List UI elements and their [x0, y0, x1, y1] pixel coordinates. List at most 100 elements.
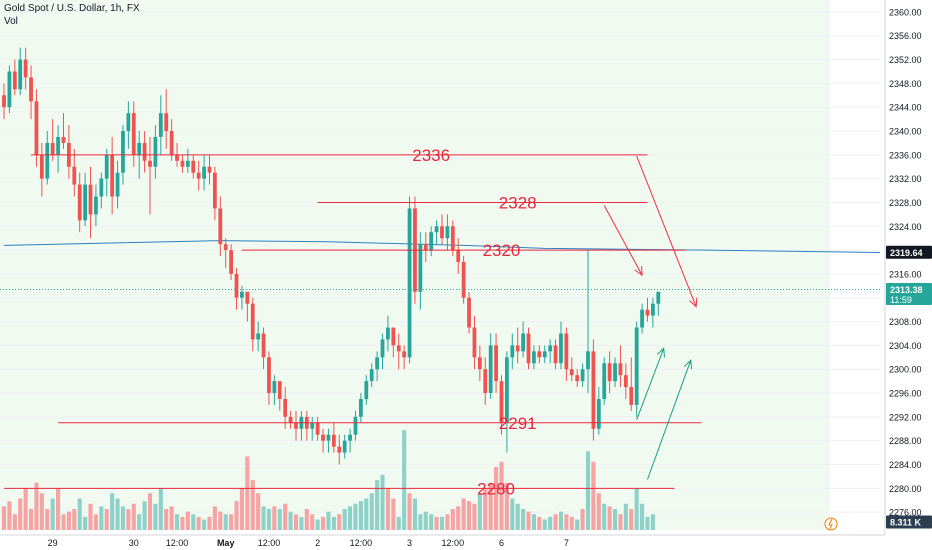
candle [18, 47, 23, 96]
volume-bar [169, 506, 174, 530]
volume-bar [472, 503, 477, 530]
volume-bar [418, 514, 423, 530]
candle [353, 410, 358, 441]
candle [337, 434, 342, 465]
candle-body [634, 327, 639, 405]
volume-bar [569, 516, 574, 530]
candle [115, 160, 120, 209]
ma-price-tag-text: 2319.64 [890, 248, 923, 258]
candle [72, 148, 77, 197]
candle-body [83, 184, 88, 221]
volume-bar [245, 456, 250, 530]
candle [553, 339, 558, 370]
volume-bar [466, 501, 472, 530]
volume-bar [488, 482, 493, 530]
last-price-tag-countdown: 11:59 [890, 295, 912, 305]
level-label-2320: 2320 [483, 241, 521, 260]
price-tick-label: 2276.00 [889, 508, 922, 518]
candle-body [88, 184, 93, 215]
candle-body [391, 327, 396, 346]
volume-bar [137, 514, 142, 530]
candle-body [569, 369, 574, 376]
candle [272, 375, 277, 405]
volume-bar [369, 493, 374, 530]
candle [586, 250, 590, 394]
candle-body [110, 154, 115, 197]
candle-body [23, 59, 28, 78]
candle [23, 47, 28, 90]
candle [645, 297, 650, 322]
candle [88, 166, 93, 239]
candle-body [175, 154, 179, 161]
candle [358, 393, 363, 423]
candle [331, 422, 336, 453]
candle [418, 232, 423, 310]
candle-body [99, 178, 104, 197]
candle [537, 345, 542, 364]
candle [499, 375, 504, 435]
candle-body [39, 154, 44, 179]
volume-bar [45, 509, 50, 530]
candle [532, 345, 536, 370]
volume-bar [494, 467, 499, 530]
arrow-head [683, 359, 693, 370]
candle-body [294, 422, 298, 429]
price-tick-label: 2344.00 [889, 103, 922, 113]
volume-bar [110, 493, 115, 530]
candle [34, 89, 39, 167]
candle [504, 351, 509, 453]
candle-body [272, 381, 277, 394]
volume-value-tag-text: 8.311 K [890, 518, 922, 528]
candle-body [115, 172, 120, 197]
candle-body [423, 244, 428, 251]
volume-bar [483, 488, 488, 530]
candle [164, 89, 169, 149]
candle-body [369, 369, 374, 382]
arrow-shaft [603, 205, 643, 276]
candle-body [218, 208, 223, 245]
candle [12, 59, 17, 96]
price-tick-label: 2336.00 [889, 150, 922, 160]
volume-bar [23, 488, 28, 530]
volume-bar [66, 511, 71, 530]
volume-bar [510, 498, 515, 530]
volume-bar [499, 461, 504, 530]
last-price-tag-bg [886, 283, 932, 306]
candle [434, 220, 439, 245]
candle [148, 136, 152, 215]
volume-bar [342, 509, 347, 530]
candle [429, 226, 434, 257]
volume-bar [602, 503, 607, 530]
candle-body [575, 375, 580, 382]
volume-bar [623, 503, 628, 530]
candle-body [148, 160, 152, 167]
candle-body [532, 351, 536, 364]
time-label: 12:00 [350, 538, 373, 548]
candle-body [364, 381, 369, 399]
candle-body [440, 226, 444, 239]
candle [126, 101, 131, 149]
volume-value-tag-bg [886, 515, 932, 529]
volume-bar [504, 482, 509, 530]
candle [461, 256, 466, 304]
candle [494, 333, 498, 394]
candle [261, 327, 266, 370]
candle-body [61, 136, 66, 143]
candle-body [477, 357, 482, 370]
candle-body [602, 363, 607, 399]
candle-body [559, 333, 563, 364]
candle [375, 351, 380, 382]
candle [380, 333, 385, 370]
arrow-shaft [647, 360, 692, 480]
candle-body [656, 291, 661, 304]
candle-body [153, 136, 158, 167]
candle-body [18, 59, 23, 90]
candle-body [267, 357, 271, 394]
candle [526, 327, 531, 370]
volume-bar [120, 506, 126, 530]
candle-body [137, 142, 142, 155]
time-label: 12:00 [166, 538, 189, 548]
price-tick-label: 2284.00 [889, 460, 922, 470]
